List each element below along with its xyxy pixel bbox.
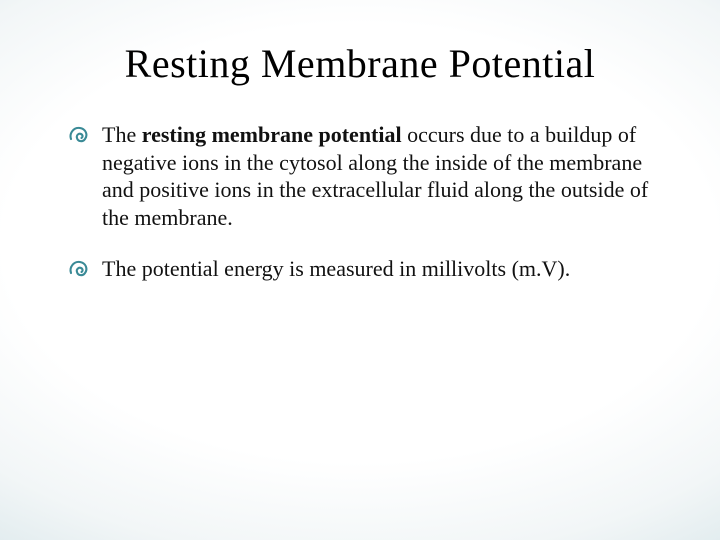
bullet-text: The potential energy is measured in mill… [102, 256, 570, 281]
bullet-item: The potential energy is measured in mill… [68, 255, 660, 283]
bullet-text: The resting membrane potential occurs du… [102, 122, 648, 230]
slide: Resting Membrane Potential The resting m… [0, 0, 720, 540]
swirl-bullet-icon [68, 258, 94, 280]
bullet-item: The resting membrane potential occurs du… [68, 121, 660, 231]
slide-title: Resting Membrane Potential [60, 40, 660, 87]
bullet-list: The resting membrane potential occurs du… [60, 121, 660, 283]
swirl-bullet-icon [68, 124, 94, 146]
